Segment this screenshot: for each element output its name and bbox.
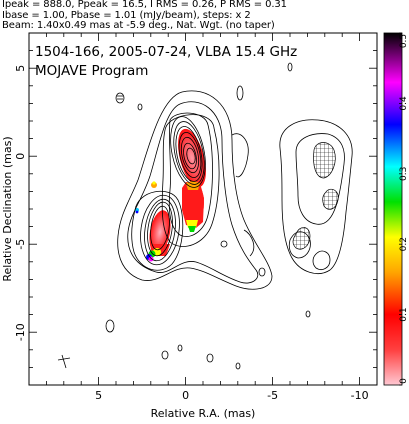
pol-core-region: [178, 128, 206, 188]
pol-south-peak: [148, 256, 154, 262]
pol-knot-yellow: [152, 181, 156, 185]
beam-ellipse: [57, 354, 71, 369]
y-tick-label: -5: [14, 239, 27, 250]
x-tick-label: -10: [351, 389, 369, 402]
pol-mid-green: [188, 226, 196, 232]
chart-title: 1504-166, 2005-07-24, VLBA 15.4 GHz: [35, 44, 297, 60]
header-line-base: Ibase = 1.00, Pbase = 1.01 (mJy/beam), s…: [2, 9, 251, 21]
colorbar-tick-label: 0.3: [399, 167, 409, 181]
y-tick-label: -10: [14, 323, 27, 341]
header-line-peaks: Ipeak = 888.0, Ppeak = 16.5, I RMS = 0.2…: [2, 0, 287, 10]
header-line-beam: Beam: 1.40x0.49 mas at -5.9 deg., Nat. W…: [2, 20, 275, 31]
colorbar-tick-label: 0.2: [399, 237, 409, 251]
plot-header: Ipeak = 888.0, Ppeak = 16.5, I RMS = 0.2…: [2, 0, 408, 32]
colorbar-ticks: 0 0.1 0.2 0.3 0.4 0.5: [399, 32, 409, 386]
x-tick-label: -5: [267, 389, 278, 402]
pol-knot-blue: [135, 210, 139, 214]
colorbar: [383, 32, 403, 386]
lobe-hatching: [292, 142, 339, 250]
colorbar-tick-label: 0.5: [399, 34, 409, 48]
x-tick-label: 0: [182, 389, 189, 402]
colorbar-tick-label: 0: [399, 378, 409, 384]
x-tick-label: 5: [95, 389, 102, 402]
y-axis-label: Relative Declination (mas): [1, 136, 14, 281]
x-axis-label: Relative R.A. (mas): [151, 407, 256, 420]
axis-layer: 5 0 -5 -10 5 0 -5 -10: [14, 32, 378, 402]
y-tick-label: 0: [14, 153, 27, 160]
chart-subtitle: MOJAVE Program: [35, 63, 148, 79]
y-tick-label: 5: [14, 65, 27, 72]
colorbar-tick-label: 0.1: [399, 307, 409, 321]
intensity-contours: [105, 62, 353, 370]
pol-knot-cyan: [135, 208, 139, 212]
pol-mid-edge: [182, 182, 204, 228]
colorbar-tick-label: 0.4: [399, 96, 409, 111]
